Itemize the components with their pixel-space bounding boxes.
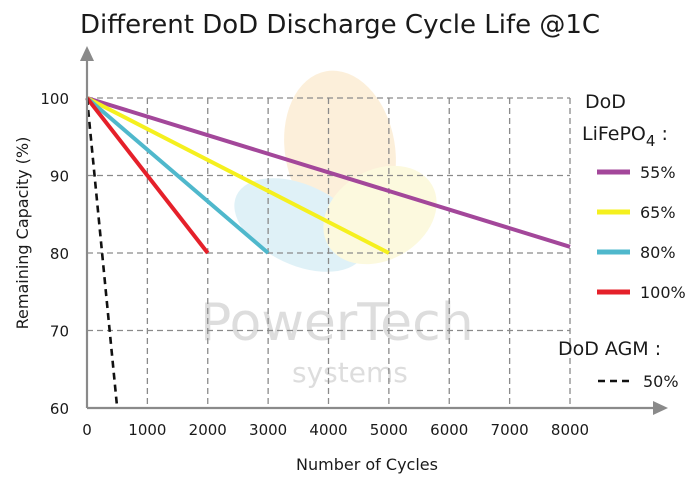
y-axis-label: Remaining Capacity (%) [13,137,32,330]
x-tick-label-2000: 2000 [189,421,227,439]
legend-heading-dod: DoD [585,91,626,113]
y-tick-label-60: 60 [50,400,69,418]
y-tick-label-80: 80 [50,245,69,263]
y-tick-label-90: 90 [50,168,69,186]
x-tick-label-6000: 6000 [430,421,468,439]
chart-tick-labels: 0 1000 2000 3000 4000 5000 6000 7000 8000 60 70 80 9… [40,90,589,439]
chart-axes [80,46,668,415]
series-line-lifepo4-80pct [85,96,270,255]
chart-title: Different DoD Discharge Cycle Life @1C [80,10,600,40]
x-tick-label-3000: 3000 [249,421,287,439]
x-tick-label-7000: 7000 [491,421,529,439]
x-tick-label-1000: 1000 [128,421,166,439]
series-line-lifepo4-65pct [86,96,390,255]
legend-heading-lifepo4: LiFePO4 : [582,123,668,150]
legend-label-agm-50pct: 50% [643,372,679,391]
x-axis-label: Number of Cycles [296,455,438,474]
legend-label-65pct: 65% [640,203,676,222]
x-tick-label-4000: 4000 [309,421,347,439]
watermark-brand: PowerTech [200,293,474,353]
series-line-lifepo4-100pct [85,96,210,255]
y-tick-label-70: 70 [50,323,69,341]
chart-series [85,96,571,409]
x-axis-arrow [653,401,668,415]
series-line-lifepo4-55pct [86,96,571,249]
legend-heading-agm: DoD AGM : [558,338,661,360]
y-axis-arrow [80,46,94,61]
watermark-sub: systems [292,356,408,389]
y-tick-label-100: 100 [40,90,69,108]
legend-label-100pct: 100% [640,283,686,302]
x-tick-label-5000: 5000 [370,421,408,439]
legend-label-80pct: 80% [640,243,676,262]
x-tick-label-8000: 8000 [551,421,589,439]
series-line-agm-50pct [85,97,119,409]
x-tick-label-0: 0 [82,421,92,439]
chart-legend: 55% 65% 80% 100% 50% [597,163,686,391]
watermark-logo [234,70,437,272]
legend-label-55pct: 55% [640,163,676,182]
